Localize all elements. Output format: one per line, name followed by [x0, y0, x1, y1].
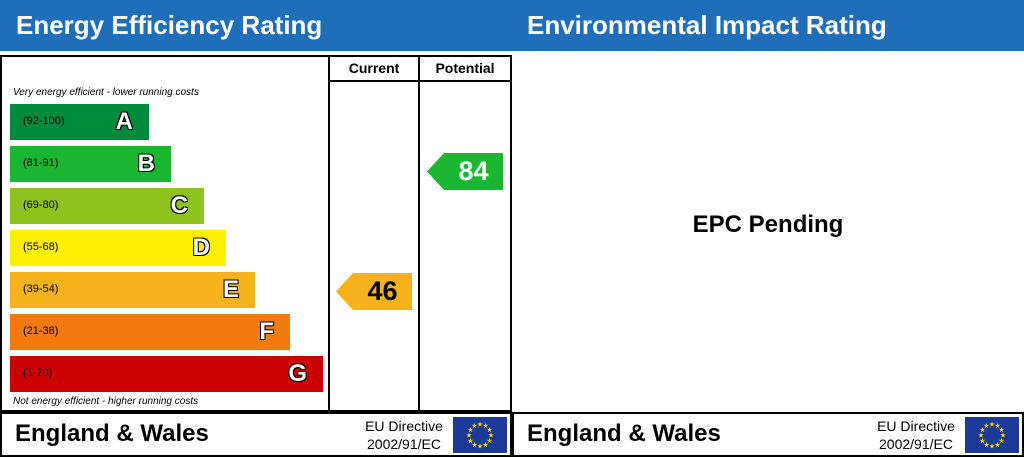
- flag-star: ★: [1000, 432, 1006, 440]
- environment-footer: England & Wales EU Directive 2002/91/EC …: [512, 412, 1024, 457]
- inefficient-note: Not energy efficient - higher running co…: [13, 396, 199, 407]
- band-range: (21-38): [23, 325, 59, 337]
- flag-star: ★: [998, 426, 1004, 434]
- energy-efficiency-title: Energy Efficiency Rating: [0, 0, 512, 51]
- flag-star: ★: [989, 443, 995, 451]
- band-c: (69-80) C: [10, 188, 204, 224]
- band-range: (81-91): [23, 157, 59, 169]
- energy-footer: England & Wales EU Directive 2002/91/EC …: [0, 412, 512, 457]
- energy-efficiency-panel: Energy Efficiency Rating Current Potenti…: [0, 0, 512, 457]
- band-a: (92-100) A: [10, 104, 149, 140]
- flag-star: ★: [978, 432, 984, 440]
- band-e: (39-54) E: [10, 272, 255, 308]
- band-g: (1-20) G: [10, 356, 323, 392]
- flag-star: ★: [989, 421, 995, 429]
- eu-directive: EU Directive 2002/91/EC: [354, 417, 454, 453]
- band-letter: A: [115, 108, 133, 135]
- flag-star: ★: [486, 426, 492, 434]
- band-range: (69-80): [23, 199, 59, 211]
- region-label: England & Wales: [527, 420, 721, 447]
- flag-star: ★: [467, 437, 473, 445]
- band-b: (81-91) B: [10, 146, 171, 182]
- directive-number: 2002/91/EC: [879, 436, 953, 452]
- flag-star: ★: [471, 422, 477, 430]
- flag-star: ★: [467, 426, 473, 434]
- flag-star: ★: [471, 441, 477, 449]
- band-range: (92-100): [23, 115, 65, 127]
- flag-star: ★: [979, 426, 985, 434]
- band-letter: D: [192, 234, 210, 261]
- potential-column-label: Potential: [435, 60, 495, 76]
- energy-rating-chart: Current Potential Very energy efficient …: [0, 55, 512, 412]
- environmental-impact-title: Environmental Impact Rating: [512, 0, 1024, 51]
- band-range: (39-54): [23, 283, 59, 295]
- eu-directive: EU Directive 2002/91/EC: [866, 417, 966, 453]
- band-letter: C: [170, 192, 188, 219]
- flag-star: ★: [466, 432, 472, 440]
- environmental-impact-panel: Environmental Impact Rating EPC Pending …: [512, 0, 1024, 457]
- band-letter: E: [222, 276, 239, 303]
- flag-star: ★: [979, 437, 985, 445]
- potential-rating-arrow: 84: [427, 153, 503, 190]
- band-range: (1-20): [23, 367, 53, 379]
- flag-star: ★: [486, 437, 492, 445]
- flag-star: ★: [488, 432, 494, 440]
- flag-star: ★: [477, 443, 483, 451]
- current-rating-arrow: 46: [336, 273, 412, 310]
- column-divider: [418, 57, 420, 410]
- band-d: (55-68) D: [10, 230, 226, 266]
- directive-line: EU Directive: [365, 418, 443, 434]
- flag-star: ★: [477, 421, 483, 429]
- band-f: (21-38) F: [10, 314, 290, 350]
- flag-star: ★: [998, 437, 1004, 445]
- eu-flag-icon: ★ ★ ★ ★ ★ ★ ★ ★ ★ ★ ★ ★: [453, 417, 507, 453]
- epc-pending-status: EPC Pending: [692, 211, 844, 238]
- region-label: England & Wales: [15, 420, 209, 447]
- current-column-label: Current: [348, 60, 400, 76]
- environmental-rating-area: EPC Pending: [512, 51, 1024, 412]
- efficient-note: Very energy efficient - lower running co…: [13, 87, 199, 98]
- current-rating-value: 46: [367, 276, 398, 306]
- directive-line: EU Directive: [877, 418, 955, 434]
- header-divider: [330, 80, 510, 82]
- flag-star: ★: [482, 441, 488, 449]
- band-letter: F: [259, 318, 274, 345]
- flag-star: ★: [983, 422, 989, 430]
- potential-rating-value: 84: [458, 156, 489, 186]
- flag-star: ★: [994, 422, 1000, 430]
- band-letter: G: [288, 360, 307, 387]
- band-range: (55-68): [23, 241, 59, 253]
- band-letter: B: [137, 150, 155, 177]
- flag-star: ★: [983, 441, 989, 449]
- directive-number: 2002/91/EC: [367, 436, 441, 452]
- flag-star: ★: [994, 441, 1000, 449]
- flag-star: ★: [482, 422, 488, 430]
- eu-flag-icon: ★ ★ ★ ★ ★ ★ ★ ★ ★ ★ ★ ★: [965, 417, 1019, 453]
- column-divider: [328, 57, 330, 410]
